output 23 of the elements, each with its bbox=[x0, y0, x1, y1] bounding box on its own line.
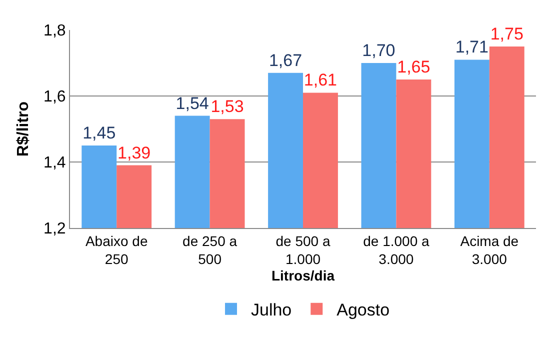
y-tick-label: 1,6 bbox=[44, 88, 66, 106]
x-axis-title: Litros/dia bbox=[271, 267, 335, 284]
legend-label: Julho bbox=[251, 300, 292, 320]
data-label: 1,39 bbox=[118, 143, 151, 162]
data-label: 1,70 bbox=[362, 41, 396, 60]
data-label: 1,65 bbox=[397, 58, 430, 76]
data-label: 1,45 bbox=[82, 124, 116, 142]
data-label: 1,75 bbox=[490, 24, 524, 44]
data-label: 1,67 bbox=[268, 50, 302, 70]
data-label: 1,53 bbox=[210, 97, 244, 116]
data-label: 1,54 bbox=[176, 94, 209, 113]
y-tick-label: 1,4 bbox=[44, 154, 66, 172]
x-tick-label: de 250 a 500 bbox=[182, 232, 238, 267]
x-tick-label: Abaixo de 250 bbox=[85, 232, 148, 267]
y-tick-label: 1,8 bbox=[44, 22, 66, 40]
y-tick-label: 1,2 bbox=[44, 220, 66, 238]
legend-label: Agosto bbox=[336, 300, 390, 320]
x-tick-label: de 500 a 1.000 bbox=[276, 232, 330, 267]
y-axis-title: R$/litro bbox=[15, 101, 32, 157]
data-label: 1,61 bbox=[304, 70, 338, 90]
x-tick-label: Acima de 3.000 bbox=[460, 232, 519, 267]
x-tick-label: de 1.000 a 3.000 bbox=[363, 232, 430, 267]
data-label: 1,71 bbox=[455, 38, 488, 57]
